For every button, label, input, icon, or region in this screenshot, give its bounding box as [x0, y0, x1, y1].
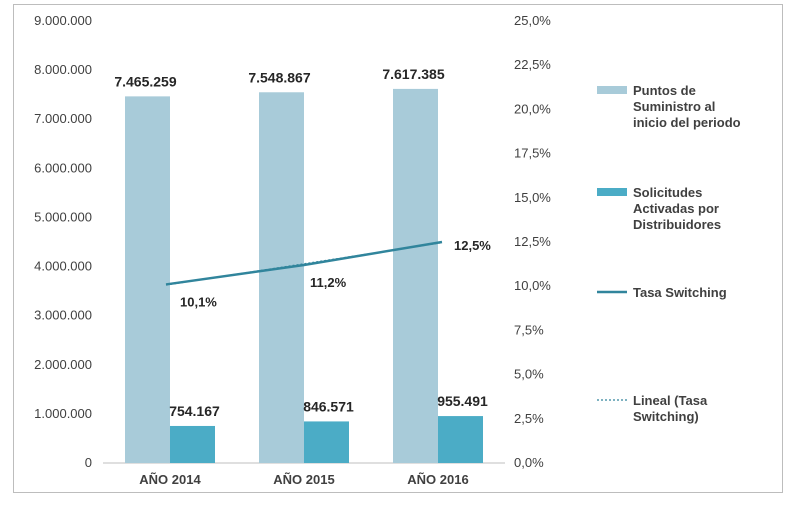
lines [165, 240, 443, 286]
y-right-tick-label: 20,0% [514, 101, 551, 116]
y-right-tick-label: 12,5% [514, 234, 551, 249]
y-left-tick-label: 4.000.000 [34, 259, 92, 274]
y-right-tick-label: 25,0% [514, 13, 551, 28]
bar-value-label: 7.548.867 [248, 69, 310, 85]
legend-swatch [597, 86, 627, 94]
y-left-tick-label: 3.000.000 [34, 308, 92, 323]
bar-value-label: 7.465.259 [114, 73, 176, 89]
y-right-tick-label: 10,0% [514, 278, 551, 293]
y-right-tick-label: 22,5% [514, 57, 551, 72]
y-right-tick-label: 2,5% [514, 411, 544, 426]
y-left-tick-label: 6.000.000 [34, 160, 92, 175]
legend-label: Distribuidores [633, 217, 721, 232]
y-left-tick-label: 7.000.000 [34, 111, 92, 126]
line-value-label: 10,1% [180, 294, 217, 309]
legend-label: Activadas por [633, 201, 719, 216]
y-right-tick-label: 17,5% [514, 146, 551, 161]
axes: 0 1.000.000 2.000.000 3.000.000 4.000.000 5.0… [34, 13, 551, 487]
y-right-tick-label: 0,0% [514, 455, 544, 470]
bar-value-label: 846.571 [303, 398, 354, 414]
y-left-tick-label: 1.000.000 [34, 406, 92, 421]
bar-puntos [393, 88, 438, 463]
bar-value-label: 754.167 [169, 403, 220, 419]
y-left-tick-label: 2.000.000 [34, 357, 92, 372]
data-labels: 7.465.259 7.548.867 7.617.385 754.167 846.57… [114, 66, 491, 419]
bar-puntos [259, 92, 304, 463]
legend-label: Solicitudes [633, 185, 702, 200]
x-tick-label: AÑO 2014 [139, 472, 201, 487]
legend-label: Tasa Switching [633, 285, 727, 300]
trendline-lineal-tasa-switching [165, 241, 443, 286]
line-value-label: 11,2% [310, 275, 347, 290]
y-right-tick-label: 15,0% [514, 190, 551, 205]
bar-solicitudes [304, 421, 349, 463]
bar-puntos [125, 96, 170, 463]
line-value-label: 12,5% [454, 238, 491, 253]
x-tick-label: AÑO 2016 [407, 472, 468, 487]
bar-value-label: 7.617.385 [382, 66, 444, 82]
chart-frame [13, 4, 783, 493]
legend-label: Lineal (Tasa [633, 393, 708, 408]
legend-label: inicio del periodo [633, 115, 741, 130]
legend-label: Puntos de [633, 83, 696, 98]
legend-swatch [597, 188, 627, 196]
y-right-tick-label: 5,0% [514, 367, 544, 382]
x-tick-label: AÑO 2015 [273, 472, 334, 487]
y-left-tick-label: 5.000.000 [34, 209, 92, 224]
legend-label: Switching) [633, 409, 699, 424]
y-left-tick-label: 9.000.000 [34, 13, 92, 28]
bar-solicitudes [438, 416, 483, 463]
y-left-tick-label: 0 [85, 455, 92, 470]
y-left-tick-label: 8.000.000 [34, 62, 92, 77]
y-right-tick-label: 7,5% [514, 322, 544, 337]
bar-solicitudes [170, 425, 215, 463]
bars [125, 88, 483, 463]
legend-label: Suministro al [633, 99, 715, 114]
bar-value-label: 955.491 [437, 393, 488, 409]
